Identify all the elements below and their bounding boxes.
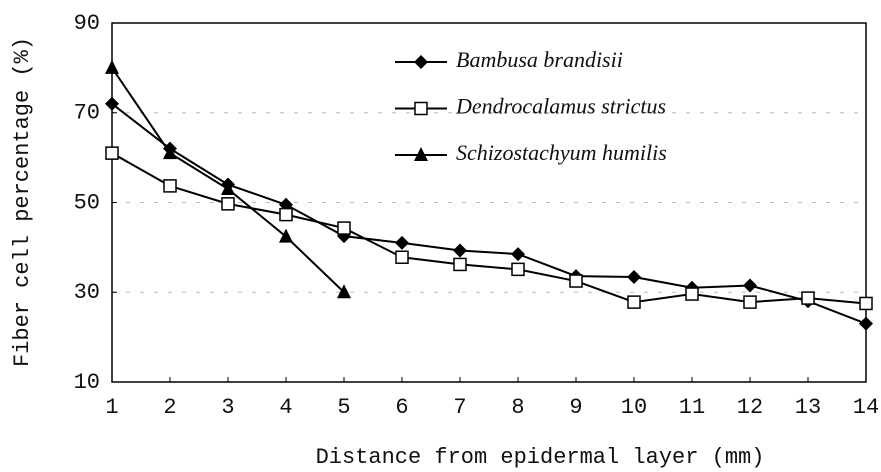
marker [801, 291, 815, 305]
series-line [111, 102, 867, 325]
x-tick-label: 14 [853, 395, 879, 420]
marker [859, 316, 873, 331]
x-tick-label: 3 [221, 395, 234, 420]
y-tick-label: 90 [74, 11, 100, 36]
marker [337, 221, 351, 235]
x-tick-label: 6 [395, 395, 408, 420]
marker [414, 147, 428, 161]
x-tick-label: 10 [621, 395, 647, 420]
marker [395, 235, 409, 250]
marker [105, 96, 119, 111]
marker [105, 146, 119, 160]
marker [337, 284, 351, 299]
marker [511, 247, 525, 262]
plot-frame [111, 22, 867, 383]
legend-label: Dendrocalamus strictus [455, 94, 666, 119]
x-tick-label: 4 [279, 395, 292, 420]
legend-label: Bambusa brandisii [456, 47, 623, 72]
marker [395, 250, 409, 264]
marker [279, 228, 293, 243]
marker [221, 181, 235, 196]
marker [511, 262, 525, 277]
x-tick-label: 5 [337, 395, 350, 420]
y-tick-label: 70 [74, 101, 100, 126]
x-axis-label: Distance from epidermal layer (mm) [316, 445, 765, 470]
y-tick-label: 50 [74, 190, 100, 215]
marker [569, 274, 583, 288]
y-tick-label: 30 [74, 280, 100, 305]
series-line [111, 152, 867, 305]
marker [163, 145, 177, 160]
y-tick-label: 10 [74, 370, 100, 395]
y-axis-label: Fiber cell percentage (%) [10, 37, 35, 367]
x-tick-label: 13 [795, 395, 821, 420]
marker [279, 207, 293, 222]
marker [453, 243, 467, 258]
x-tick-label: 2 [163, 395, 176, 420]
legend-label: Schizostachyum humilis [456, 140, 667, 165]
marker [414, 55, 428, 69]
x-tick-label: 11 [679, 395, 705, 420]
marker [105, 59, 119, 74]
x-tick-label: 12 [737, 395, 763, 420]
x-tick-label: 9 [569, 395, 582, 420]
marker [414, 101, 428, 116]
marker [627, 269, 641, 284]
x-tick-label: 8 [511, 395, 524, 420]
marker [743, 295, 757, 309]
marker [163, 179, 177, 193]
x-tick-label: 1 [105, 395, 118, 420]
x-tick-label: 7 [453, 395, 466, 420]
marker [627, 295, 641, 309]
marker [453, 257, 467, 272]
marker [859, 296, 873, 311]
marker [743, 278, 757, 293]
marker [685, 287, 699, 301]
marker [221, 197, 235, 211]
